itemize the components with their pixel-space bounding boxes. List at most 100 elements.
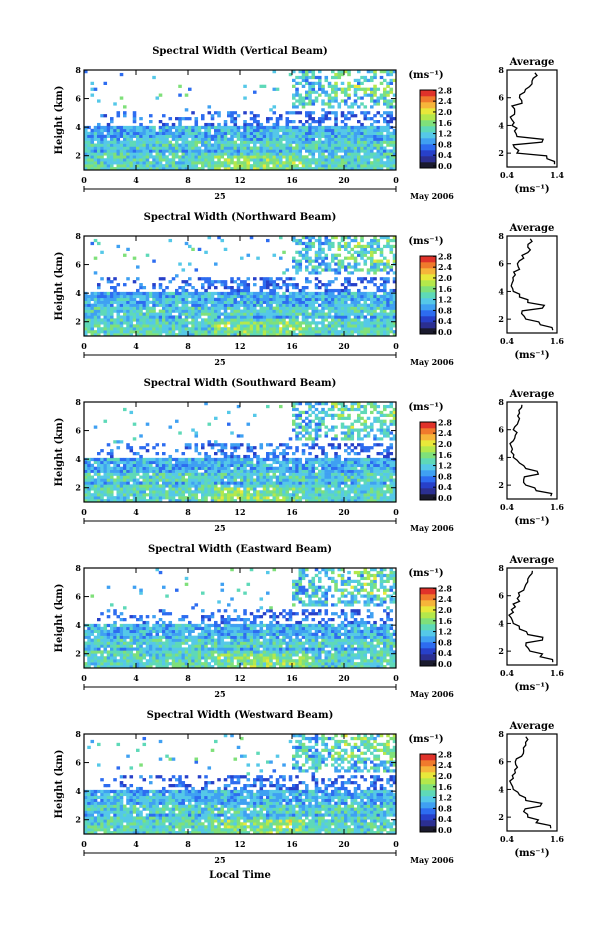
heatmap-cell <box>188 312 192 316</box>
heatmap-cell <box>181 469 186 473</box>
heatmap-cell <box>217 324 221 328</box>
colorbar-tick-label: 0.4 <box>438 150 452 160</box>
heatmap-cell <box>262 315 267 319</box>
heatmap-cell <box>256 475 260 479</box>
heatmap-cell <box>246 496 251 500</box>
heatmap-cell <box>123 111 127 115</box>
heatmap-cell <box>233 149 238 153</box>
heatmap-cell <box>240 315 244 319</box>
heatmap-cell <box>181 324 186 328</box>
heatmap-cell <box>370 315 374 319</box>
heatmap-cell <box>301 487 306 491</box>
heatmap-cell <box>175 167 179 171</box>
heatmap-cell <box>240 152 244 156</box>
heatmap-cell <box>301 241 306 246</box>
heatmap-cell <box>275 143 280 147</box>
heatmap-cell <box>171 291 176 296</box>
heatmap-cell <box>334 84 338 88</box>
heatmap-cell <box>279 475 283 479</box>
heatmap-cell <box>110 294 114 299</box>
heatmap-cell <box>340 137 345 141</box>
heatmap-cell <box>360 268 364 272</box>
heatmap-cell <box>116 327 121 331</box>
heatmap-cell <box>376 463 381 467</box>
heatmap-cell <box>292 484 296 488</box>
heatmap-cell <box>175 327 179 331</box>
heatmap-cell <box>184 140 189 144</box>
heatmap-cell <box>259 469 264 473</box>
heatmap-cell <box>350 478 355 482</box>
heatmap-cell <box>318 475 322 479</box>
heatmap-cell <box>175 460 179 465</box>
heatmap-cell <box>227 303 231 307</box>
heatmap-cell <box>152 158 156 162</box>
heatmap-cell <box>132 291 137 296</box>
heatmap-cell <box>301 72 306 77</box>
heatmap-cell <box>142 324 147 328</box>
heatmap-cell <box>194 484 199 488</box>
heatmap-cell <box>259 128 264 133</box>
heatmap-cell <box>305 256 309 260</box>
heatmap-cell <box>366 475 371 479</box>
heatmap-cell <box>373 466 377 470</box>
heatmap-cell <box>383 137 387 141</box>
heatmap-cell <box>376 478 381 482</box>
heatmap-cell <box>214 155 218 159</box>
heatmap-cell <box>370 294 374 299</box>
heatmap-cell <box>106 158 111 162</box>
heatmap-cell <box>204 484 208 488</box>
avg-y-tick-label: 8 <box>498 65 504 75</box>
heatmap-cell <box>353 149 358 153</box>
heatmap-cell <box>282 327 286 331</box>
heatmap-cell <box>266 158 270 162</box>
heatmap-cell <box>165 149 169 153</box>
heatmap-cell <box>106 324 111 328</box>
heatmap-cell <box>344 327 348 331</box>
heatmap-cell <box>142 137 147 141</box>
heatmap-cell <box>87 137 91 141</box>
heatmap-cell <box>282 134 286 138</box>
heatmap-cell <box>272 321 277 325</box>
heatmap-cell <box>243 158 247 162</box>
heatmap-cell <box>314 120 319 124</box>
heatmap-cell <box>305 466 309 470</box>
heatmap-cell <box>97 128 101 133</box>
heatmap-cell <box>204 469 208 473</box>
heatmap-cell <box>272 122 277 127</box>
heatmap-cell <box>194 268 199 272</box>
heatmap-cell <box>236 155 241 159</box>
heatmap-cell <box>392 481 397 485</box>
heatmap-cell <box>184 481 189 485</box>
heatmap-cell <box>249 478 254 482</box>
heatmap-cell <box>106 490 111 494</box>
heatmap-cell <box>314 149 319 153</box>
heatmap-cell <box>204 161 208 165</box>
heatmap-cell <box>324 487 329 491</box>
heatmap-cell <box>214 309 218 313</box>
heatmap-cell <box>370 161 374 165</box>
heatmap-cell <box>311 496 316 500</box>
heatmap-cell <box>383 244 387 249</box>
heatmap-cell <box>262 490 267 494</box>
heatmap-cell <box>337 125 342 130</box>
heatmap-cell <box>285 128 290 133</box>
heatmap-cell <box>357 306 361 310</box>
heatmap-cell <box>379 250 384 254</box>
heatmap-cell <box>363 493 368 497</box>
heatmap-cell <box>129 143 134 147</box>
heatmap-cell <box>119 315 124 319</box>
colorbar-swatch <box>420 280 436 287</box>
heatmap-cell <box>171 481 176 485</box>
heatmap-cell <box>210 324 215 328</box>
heatmap-cell <box>197 309 202 313</box>
heatmap-cell <box>295 303 299 307</box>
heatmap-cell <box>214 297 218 301</box>
heatmap-cell <box>126 475 130 479</box>
heatmap-cell <box>275 158 280 162</box>
heatmap-cell <box>318 481 322 485</box>
heatmap-cell <box>246 137 251 141</box>
heatmap-cell <box>129 460 134 465</box>
heatmap-cell <box>331 330 335 334</box>
heatmap-cell <box>93 300 98 304</box>
heatmap-cell <box>201 114 205 118</box>
